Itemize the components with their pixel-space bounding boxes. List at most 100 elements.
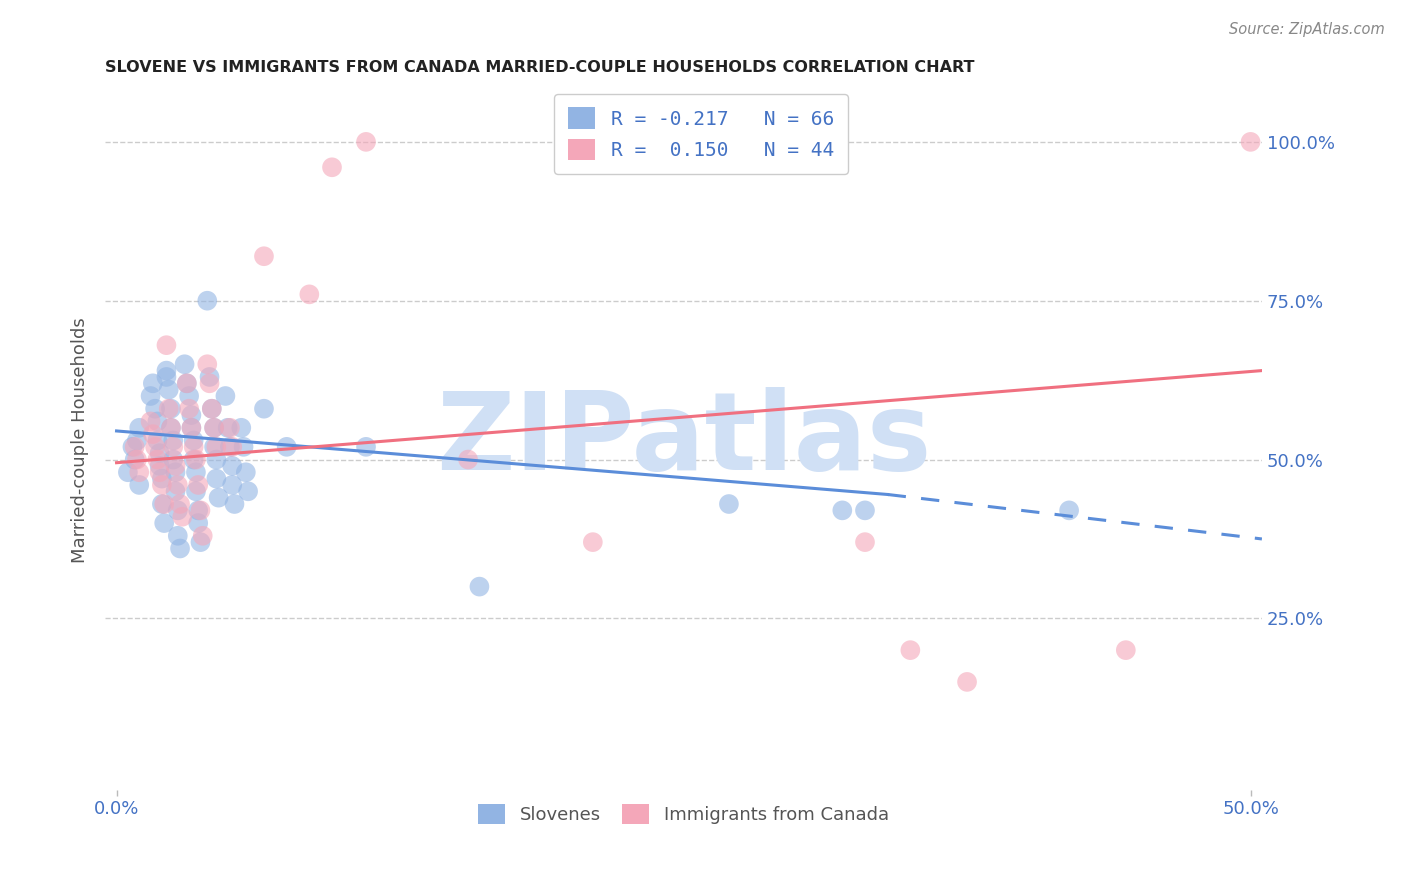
Point xyxy=(149,465,172,479)
Point xyxy=(195,357,218,371)
Point xyxy=(184,452,207,467)
Point xyxy=(221,440,243,454)
Point xyxy=(157,383,180,397)
Point xyxy=(221,478,243,492)
Point xyxy=(198,376,221,391)
Point xyxy=(853,503,876,517)
Point xyxy=(195,293,218,308)
Point xyxy=(165,465,187,479)
Point xyxy=(153,516,176,530)
Point xyxy=(142,376,165,391)
Point xyxy=(169,541,191,556)
Point xyxy=(191,529,214,543)
Point xyxy=(219,440,242,454)
Point xyxy=(125,452,148,467)
Point xyxy=(172,509,194,524)
Point xyxy=(205,440,228,454)
Point xyxy=(153,497,176,511)
Point xyxy=(128,465,150,479)
Point xyxy=(179,401,201,416)
Point xyxy=(150,472,173,486)
Point xyxy=(236,484,259,499)
Point xyxy=(231,421,253,435)
Point xyxy=(202,440,225,454)
Point xyxy=(162,452,184,467)
Point xyxy=(179,389,201,403)
Point xyxy=(253,249,276,263)
Point xyxy=(187,516,209,530)
Point xyxy=(219,421,242,435)
Point xyxy=(180,421,202,435)
Point xyxy=(202,421,225,435)
Text: SLOVENE VS IMMIGRANTS FROM CANADA MARRIED-COUPLE HOUSEHOLDS CORRELATION CHART: SLOVENE VS IMMIGRANTS FROM CANADA MARRIE… xyxy=(105,60,974,75)
Point xyxy=(176,376,198,391)
Point xyxy=(1057,503,1080,517)
Point xyxy=(354,135,377,149)
Text: ZIPatlas: ZIPatlas xyxy=(436,387,931,493)
Point xyxy=(162,440,184,454)
Point xyxy=(468,580,491,594)
Point xyxy=(205,472,228,486)
Point xyxy=(1115,643,1137,657)
Point xyxy=(160,421,183,435)
Point xyxy=(166,529,188,543)
Point xyxy=(202,421,225,435)
Point xyxy=(121,440,143,454)
Point xyxy=(160,401,183,416)
Point xyxy=(217,421,239,435)
Point xyxy=(232,440,254,454)
Point xyxy=(180,421,202,435)
Point xyxy=(124,452,146,467)
Point xyxy=(155,370,177,384)
Point xyxy=(184,465,207,479)
Point xyxy=(201,401,224,416)
Point xyxy=(190,503,212,517)
Point xyxy=(354,440,377,454)
Point xyxy=(183,434,205,448)
Point xyxy=(173,357,195,371)
Point xyxy=(165,458,187,473)
Point xyxy=(146,452,169,467)
Point xyxy=(143,401,166,416)
Y-axis label: Married-couple Households: Married-couple Households xyxy=(72,318,89,564)
Point xyxy=(160,421,183,435)
Point xyxy=(146,414,169,428)
Point xyxy=(276,440,298,454)
Point xyxy=(898,643,921,657)
Point xyxy=(582,535,605,549)
Point xyxy=(125,434,148,448)
Point xyxy=(166,478,188,492)
Point xyxy=(187,478,209,492)
Point xyxy=(166,503,188,517)
Point xyxy=(253,401,276,416)
Point xyxy=(162,434,184,448)
Point xyxy=(155,363,177,377)
Point xyxy=(180,408,202,422)
Point xyxy=(139,414,162,428)
Point xyxy=(214,389,236,403)
Point xyxy=(139,389,162,403)
Point xyxy=(183,440,205,454)
Legend: Slovenes, Immigrants from Canada: Slovenes, Immigrants from Canada xyxy=(470,796,898,833)
Point xyxy=(149,458,172,473)
Point xyxy=(128,421,150,435)
Point xyxy=(149,446,172,460)
Point xyxy=(187,503,209,517)
Point xyxy=(717,497,740,511)
Point xyxy=(155,338,177,352)
Point xyxy=(169,497,191,511)
Point xyxy=(321,161,343,175)
Point xyxy=(198,370,221,384)
Point xyxy=(1239,135,1261,149)
Point xyxy=(207,491,229,505)
Point xyxy=(117,465,139,479)
Point xyxy=(142,427,165,442)
Point xyxy=(298,287,321,301)
Point xyxy=(235,465,257,479)
Point xyxy=(853,535,876,549)
Point xyxy=(124,440,146,454)
Point xyxy=(224,497,246,511)
Point xyxy=(183,452,205,467)
Point xyxy=(176,376,198,391)
Point xyxy=(956,674,979,689)
